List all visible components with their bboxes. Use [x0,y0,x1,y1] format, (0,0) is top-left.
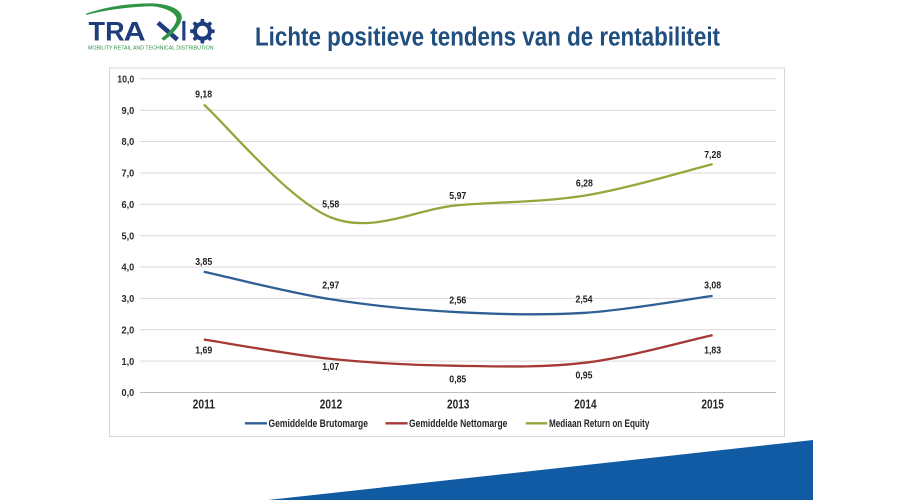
svg-text:2,56: 2,56 [449,295,466,306]
svg-text:1,0: 1,0 [122,356,135,368]
svg-text:Mediaan Return on Equity: Mediaan Return on Equity [549,418,650,430]
svg-text:0,95: 0,95 [576,371,593,382]
svg-text:0,85: 0,85 [449,374,466,385]
svg-text:2013: 2013 [447,398,469,412]
svg-text:Gemiddelde Brutomarge: Gemiddelde Brutomarge [269,418,369,430]
svg-text:2012: 2012 [320,398,342,412]
svg-text:8,0: 8,0 [122,136,135,148]
svg-text:2,97: 2,97 [322,281,339,292]
svg-text:9,18: 9,18 [195,89,212,100]
svg-text:7,28: 7,28 [704,150,721,161]
svg-text:3,85: 3,85 [195,257,212,268]
svg-text:2011: 2011 [193,398,215,412]
svg-text:5,58: 5,58 [322,200,339,211]
svg-text:Lichte positieve tendens van d: Lichte positieve tendens van de rentabil… [255,22,720,52]
svg-text:6,0: 6,0 [122,199,135,211]
svg-text:0,0: 0,0 [122,387,135,399]
svg-text:MOBILITY RETAIL AND TECHNICAL: MOBILITY RETAIL AND TECHNICAL DISTRIBUTI… [88,46,214,52]
svg-text:6,28: 6,28 [576,179,593,190]
svg-text:5,97: 5,97 [449,191,466,202]
svg-text:1,07: 1,07 [322,362,339,373]
svg-text:7,0: 7,0 [122,168,135,180]
svg-text:2,0: 2,0 [122,325,135,337]
svg-text:3,08: 3,08 [704,281,721,292]
svg-text:2,54: 2,54 [576,295,593,306]
svg-text:5,0: 5,0 [122,230,135,242]
svg-text:1,83: 1,83 [704,345,721,356]
svg-text:9,0: 9,0 [122,105,135,117]
svg-text:4,0: 4,0 [122,262,135,274]
svg-text:1,69: 1,69 [195,345,212,356]
svg-text:2014: 2014 [574,398,596,412]
svg-text:3,0: 3,0 [122,293,135,305]
svg-text:2015: 2015 [701,398,723,412]
svg-text:Gemiddelde Nettomarge: Gemiddelde Nettomarge [409,418,507,430]
svg-text:A: A [124,17,146,47]
svg-text:R: R [105,17,125,47]
svg-text:T: T [88,17,105,47]
svg-text:10,0: 10,0 [117,74,134,86]
